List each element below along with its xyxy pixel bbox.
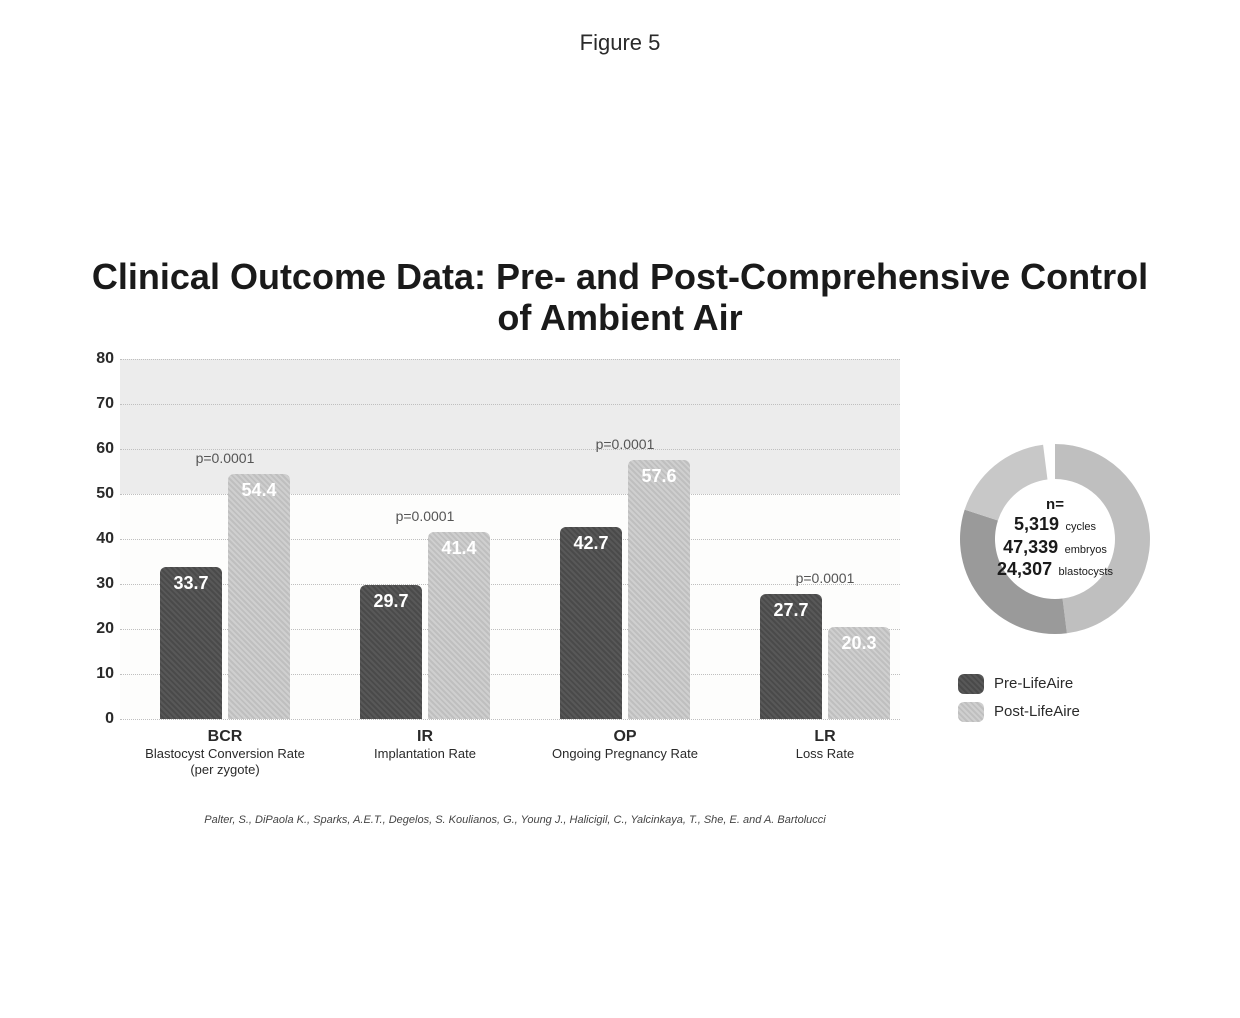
x-axis-abbr: OP (540, 727, 710, 746)
y-tick-label: 20 (70, 620, 114, 638)
legend-swatch-post (958, 702, 984, 722)
donut-center: n= 5,319 cycles47,339 embryos24,307 blas… (950, 434, 1160, 644)
side-panel: n= 5,319 cycles47,339 embryos24,307 blas… (910, 359, 1170, 730)
bar-value-label: 57.6 (628, 466, 690, 487)
bar-pre: 27.7 (760, 594, 822, 719)
x-axis-desc: Ongoing Pregnancy Rate (552, 746, 698, 761)
bar-value-label: 27.7 (760, 600, 822, 621)
y-tick-label: 70 (70, 395, 114, 413)
donut-center-unit: blastocysts (1059, 566, 1113, 578)
x-axis-label: OPOngoing Pregnancy Rate (540, 727, 710, 762)
x-axis-label: BCRBlastocyst Conversion Rate (per zygot… (140, 727, 310, 777)
y-tick-label: 40 (70, 530, 114, 548)
x-axis-label: IRImplantation Rate (340, 727, 510, 762)
bar-post: 54.4 (228, 474, 290, 719)
bar-post: 20.3 (828, 627, 890, 718)
bars-layer: 33.7 54.4 p=0.0001 29.7 41.4 p=0.0001 42.7 57.6… (120, 359, 900, 719)
content-row: 33.7 54.4 p=0.0001 29.7 41.4 p=0.0001 42.7 57.6… (0, 339, 1240, 789)
x-axis-labels: BCRBlastocyst Conversion Rate (per zygot… (120, 727, 900, 797)
gridline (120, 719, 900, 720)
bar-chart: 33.7 54.4 p=0.0001 29.7 41.4 p=0.0001 42.7 57.6… (70, 359, 910, 789)
x-axis-desc: Loss Rate (796, 746, 855, 761)
bar-value-label: 41.4 (428, 538, 490, 559)
donut-center-value: 47,339 (1003, 537, 1058, 557)
x-axis-abbr: LR (740, 727, 910, 746)
donut-chart: n= 5,319 cycles47,339 embryos24,307 blas… (950, 434, 1160, 644)
legend-item-post: Post-LifeAire (958, 702, 1170, 722)
donut-center-row: 5,319 cycles (997, 514, 1113, 535)
p-value-label: p=0.0001 (550, 436, 700, 452)
bar-group: 27.7 20.3 p=0.0001 (750, 359, 900, 719)
bar-group: 33.7 54.4 p=0.0001 (150, 359, 300, 719)
bar-post: 57.6 (628, 460, 690, 719)
legend-item-pre: Pre-LifeAire (958, 674, 1170, 694)
donut-center-row: 24,307 blastocysts (997, 559, 1113, 580)
p-value-label: p=0.0001 (350, 508, 500, 524)
donut-center-unit: embryos (1065, 544, 1107, 556)
chart-title: Clinical Outcome Data: Pre- and Post-Com… (0, 256, 1240, 339)
bar-value-label: 54.4 (228, 480, 290, 501)
y-tick-label: 10 (70, 665, 114, 683)
legend-label-post: Post-LifeAire (994, 703, 1080, 720)
bar-pre: 29.7 (360, 585, 422, 719)
legend-label-pre: Pre-LifeAire (994, 675, 1073, 692)
y-tick-label: 0 (70, 710, 114, 728)
bar-value-label: 42.7 (560, 533, 622, 554)
citation: Palter, S., DiPaola K., Sparks, A.E.T., … (70, 814, 910, 826)
x-axis-label: LRLoss Rate (740, 727, 910, 762)
y-tick-label: 50 (70, 485, 114, 503)
donut-center-unit: cycles (1065, 521, 1096, 533)
y-tick-label: 80 (70, 350, 114, 368)
bar-pre: 33.7 (160, 567, 222, 719)
x-axis-abbr: IR (340, 727, 510, 746)
bar-value-label: 29.7 (360, 591, 422, 612)
x-axis-desc: Blastocyst Conversion Rate (per zygote) (145, 746, 305, 777)
bar-post: 41.4 (428, 532, 490, 718)
bar-group: 42.7 57.6 p=0.0001 (550, 359, 700, 719)
x-axis-abbr: BCR (140, 727, 310, 746)
p-value-label: p=0.0001 (150, 450, 300, 466)
bar-group: 29.7 41.4 p=0.0001 (350, 359, 500, 719)
x-axis-desc: Implantation Rate (374, 746, 476, 761)
donut-center-value: 24,307 (997, 559, 1052, 579)
legend-swatch-pre (958, 674, 984, 694)
legend: Pre-LifeAire Post-LifeAire (940, 674, 1170, 722)
donut-center-value: 5,319 (1014, 514, 1059, 534)
bar-pre: 42.7 (560, 527, 622, 719)
y-tick-label: 60 (70, 440, 114, 458)
bar-value-label: 33.7 (160, 573, 222, 594)
y-tick-label: 30 (70, 575, 114, 593)
figure-label: Figure 5 (0, 0, 1240, 56)
p-value-label: p=0.0001 (750, 570, 900, 586)
bar-value-label: 20.3 (828, 633, 890, 654)
donut-n-eq: n= (1046, 496, 1064, 513)
donut-center-row: 47,339 embryos (997, 537, 1113, 558)
